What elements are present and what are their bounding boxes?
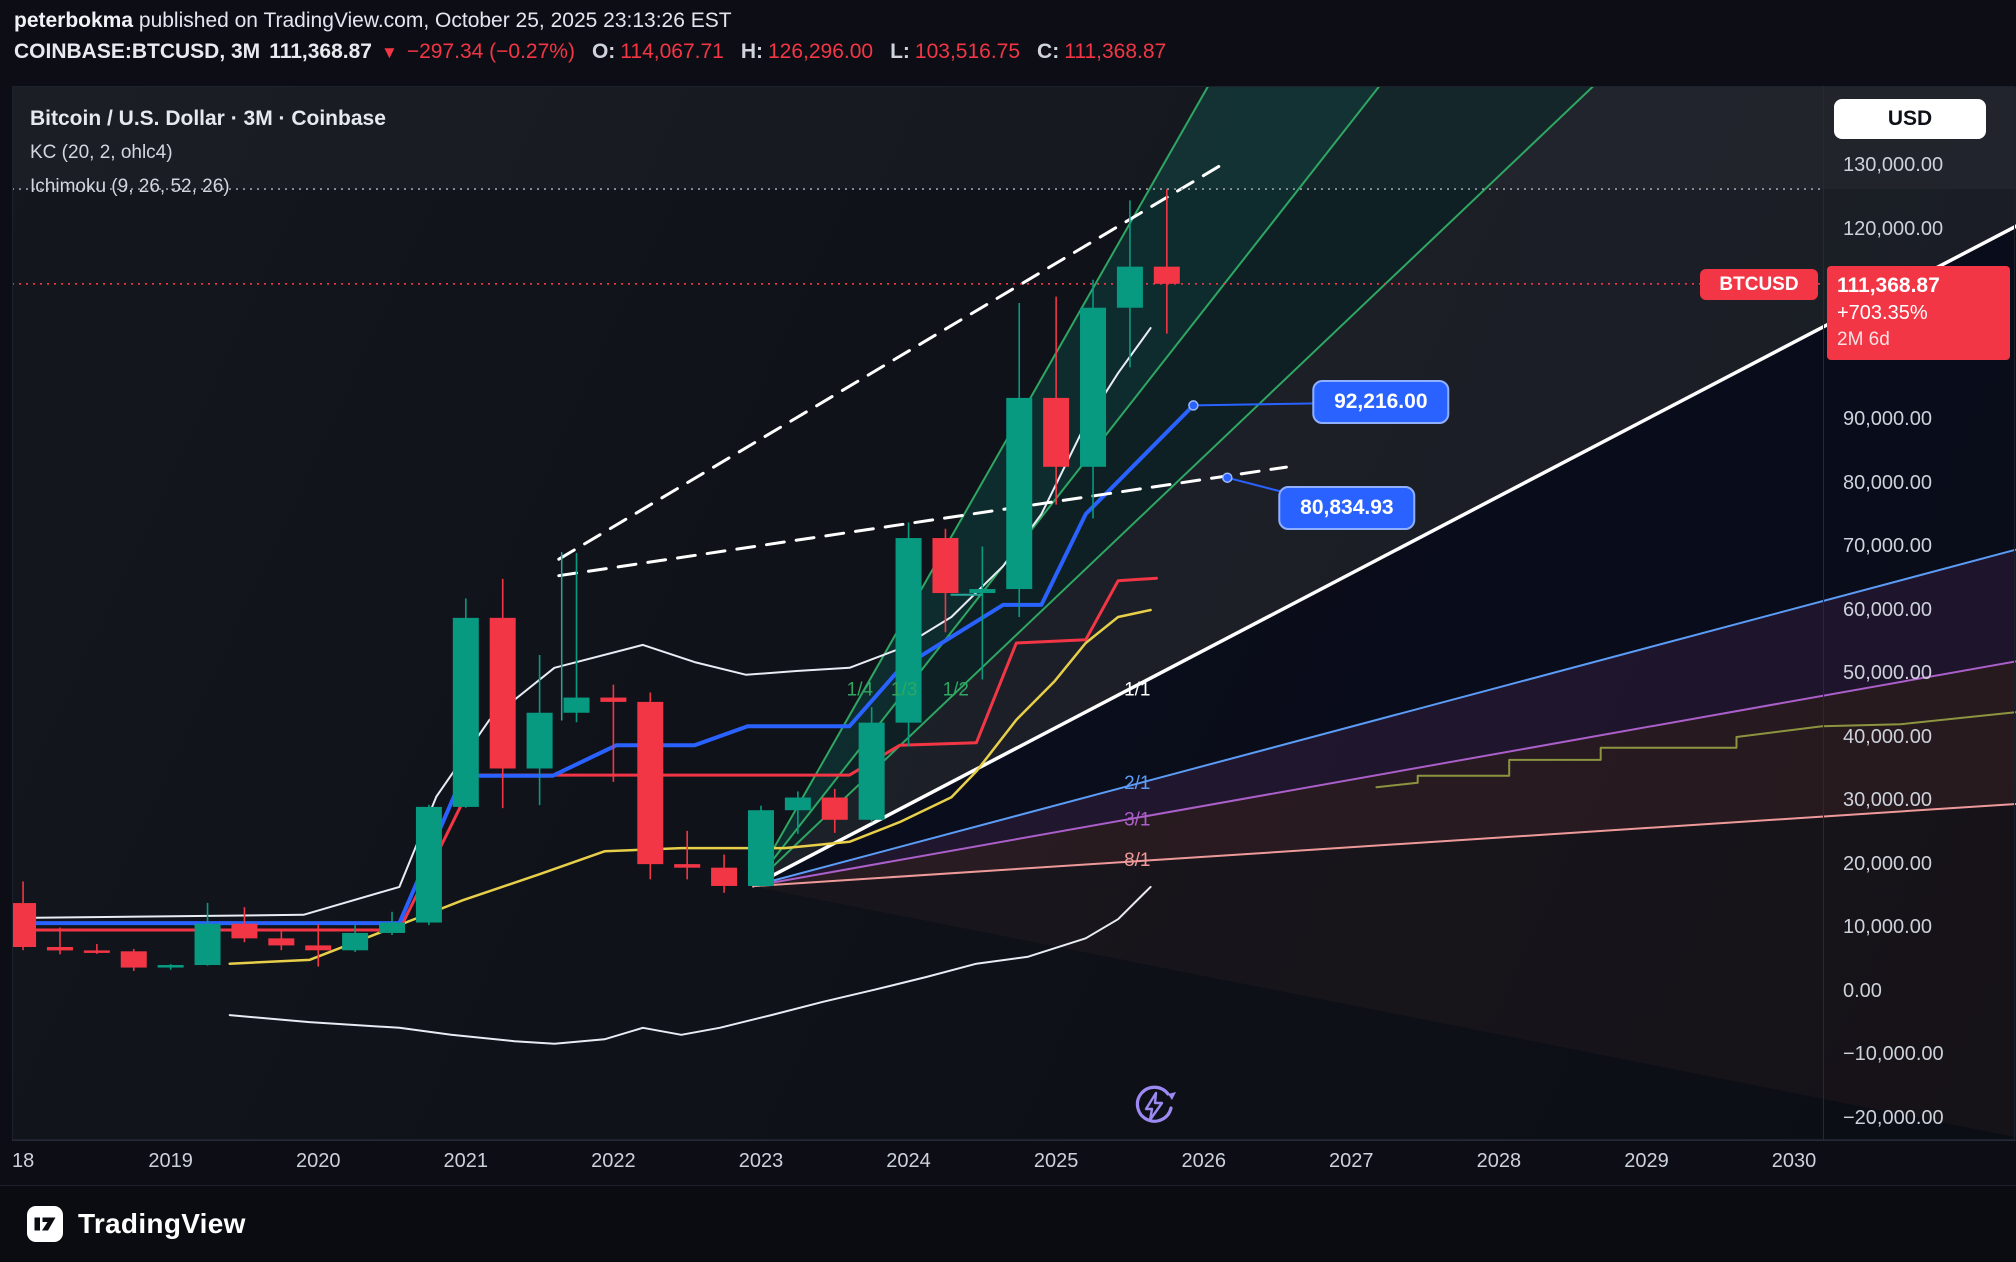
symbol-ohlc-row: COINBASE:BTCUSD, 3M 111,368.87 ▼ −297.34… <box>14 40 2016 64</box>
svg-text:8/1: 8/1 <box>1124 850 1150 871</box>
publish-meta: published on TradingView.com, October 25… <box>138 9 732 32</box>
price-change: −297.34 (−0.27%) <box>406 40 575 63</box>
symbol-price-pill: BTCUSD <box>1700 269 1818 300</box>
last-price-badge: 111,368.87 +703.35% 2M 6d <box>1827 266 2010 360</box>
svg-text:1/2: 1/2 <box>943 680 969 701</box>
svg-text:1/1: 1/1 <box>1124 680 1150 701</box>
footer-bar: TradingView <box>0 1185 2016 1262</box>
publish-header: peterbokma published on TradingView.com,… <box>0 0 2016 86</box>
tradingview-logo-icon[interactable] <box>26 1205 64 1243</box>
svg-text:2/1: 2/1 <box>1124 773 1150 794</box>
badge-price: 111,368.87 <box>1837 274 1940 297</box>
badge-change-percent: +703.35% <box>1837 302 1928 324</box>
last-price: 111,368.87 <box>269 40 372 63</box>
symbol-title[interactable]: COINBASE:BTCUSD, 3M <box>14 40 261 63</box>
time-scale-divider <box>12 1140 2016 1141</box>
open-value: O: 114,067.71 <box>591 40 724 63</box>
legend-symbol-title[interactable]: Bitcoin / U.S. Dollar · 3M · Coinbase <box>30 107 386 130</box>
down-triangle-icon: ▼ <box>380 43 398 62</box>
svg-text:3/1: 3/1 <box>1124 809 1150 830</box>
svg-text:1/3: 1/3 <box>891 680 917 701</box>
legend-indicator-ichimoku[interactable]: Ichimoku (9, 26, 52, 26) <box>30 176 230 197</box>
price-scale-divider <box>1823 86 1824 1140</box>
sparkle-refresh-icon <box>1135 1085 1176 1123</box>
price-callout[interactable]: 80,834.93 <box>1278 486 1416 531</box>
close-value: C: 111,368.87 <box>1037 40 1167 63</box>
publish-info: peterbokma published on TradingView.com,… <box>14 9 2016 33</box>
author-name[interactable]: peterbokma <box>14 9 134 32</box>
svg-text:1/4: 1/4 <box>847 680 874 701</box>
high-value: H: 126,296.00 <box>740 40 874 63</box>
legend-indicator-kc[interactable]: KC (20, 2, ohlc4) <box>30 142 173 163</box>
badge-countdown: 2M 6d <box>1837 329 1890 350</box>
low-value: L: 103,516.75 <box>890 40 1021 63</box>
currency-toggle-button[interactable]: USD <box>1834 99 1986 139</box>
price-callout[interactable]: 92,216.00 <box>1312 380 1450 425</box>
tradingview-wordmark[interactable]: TradingView <box>78 1208 246 1239</box>
chart-legend: Bitcoin / U.S. Dollar · 3M · Coinbase KC… <box>30 102 386 204</box>
